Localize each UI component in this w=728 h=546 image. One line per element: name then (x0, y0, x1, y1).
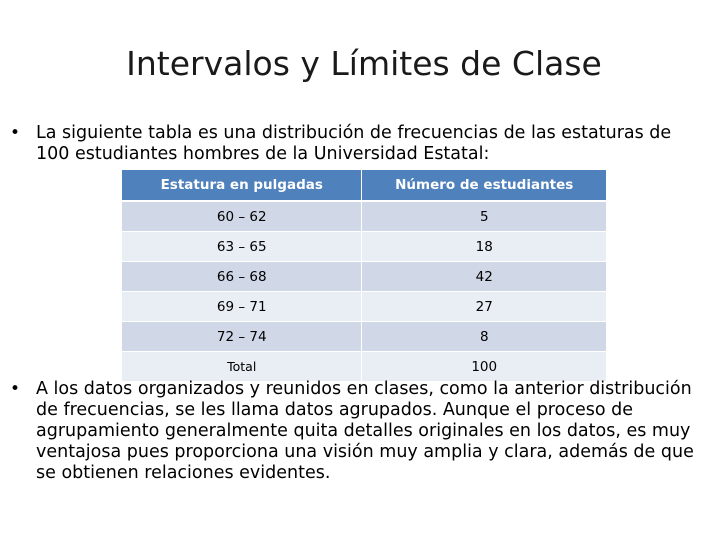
cell-count: 27 (361, 291, 606, 322)
cell-count: 5 (361, 200, 606, 232)
cell-interval: 66 – 68 (122, 261, 362, 292)
cell-interval: 69 – 71 (122, 291, 362, 322)
header-student-count: Número de estudiantes (361, 170, 606, 202)
table-row: 69 – 71 27 (122, 291, 606, 322)
bullet-intro-text: La siguiente tabla es una distribución d… (36, 123, 672, 164)
cell-interval: 63 – 65 (122, 231, 362, 262)
table-row: 72 – 74 8 (122, 321, 606, 352)
cell-count: 18 (361, 231, 606, 262)
table-row: 66 – 68 42 (122, 261, 606, 292)
cell-total-count: 100 (361, 351, 606, 381)
cell-interval: 72 – 74 (122, 321, 362, 352)
cell-count: 8 (361, 321, 606, 352)
table-row: 63 – 65 18 (122, 231, 606, 262)
bullet-intro: • La siguiente tabla es una distribución… (10, 123, 696, 165)
slide-title: Intervalos y Límites de Clase (126, 44, 602, 83)
cell-interval: 60 – 62 (122, 200, 362, 232)
cell-count: 42 (361, 261, 606, 292)
table-row: 60 – 62 5 (122, 200, 606, 232)
table-header-row: Estatura en pulgadas Número de estudiant… (122, 170, 606, 202)
cell-total-label: Total (122, 351, 362, 381)
bullet-explanation-text: A los datos organizados y reunidos en cl… (36, 379, 694, 483)
bullet-explanation: • A los datos organizados y reunidos en … (10, 379, 696, 484)
header-height-inches: Estatura en pulgadas (122, 170, 362, 202)
table-row-total: Total 100 (122, 351, 606, 381)
bullet-marker: • (10, 379, 21, 399)
frequency-table: Estatura en pulgadas Número de estudiant… (122, 170, 606, 381)
bullet-marker: • (10, 123, 21, 143)
